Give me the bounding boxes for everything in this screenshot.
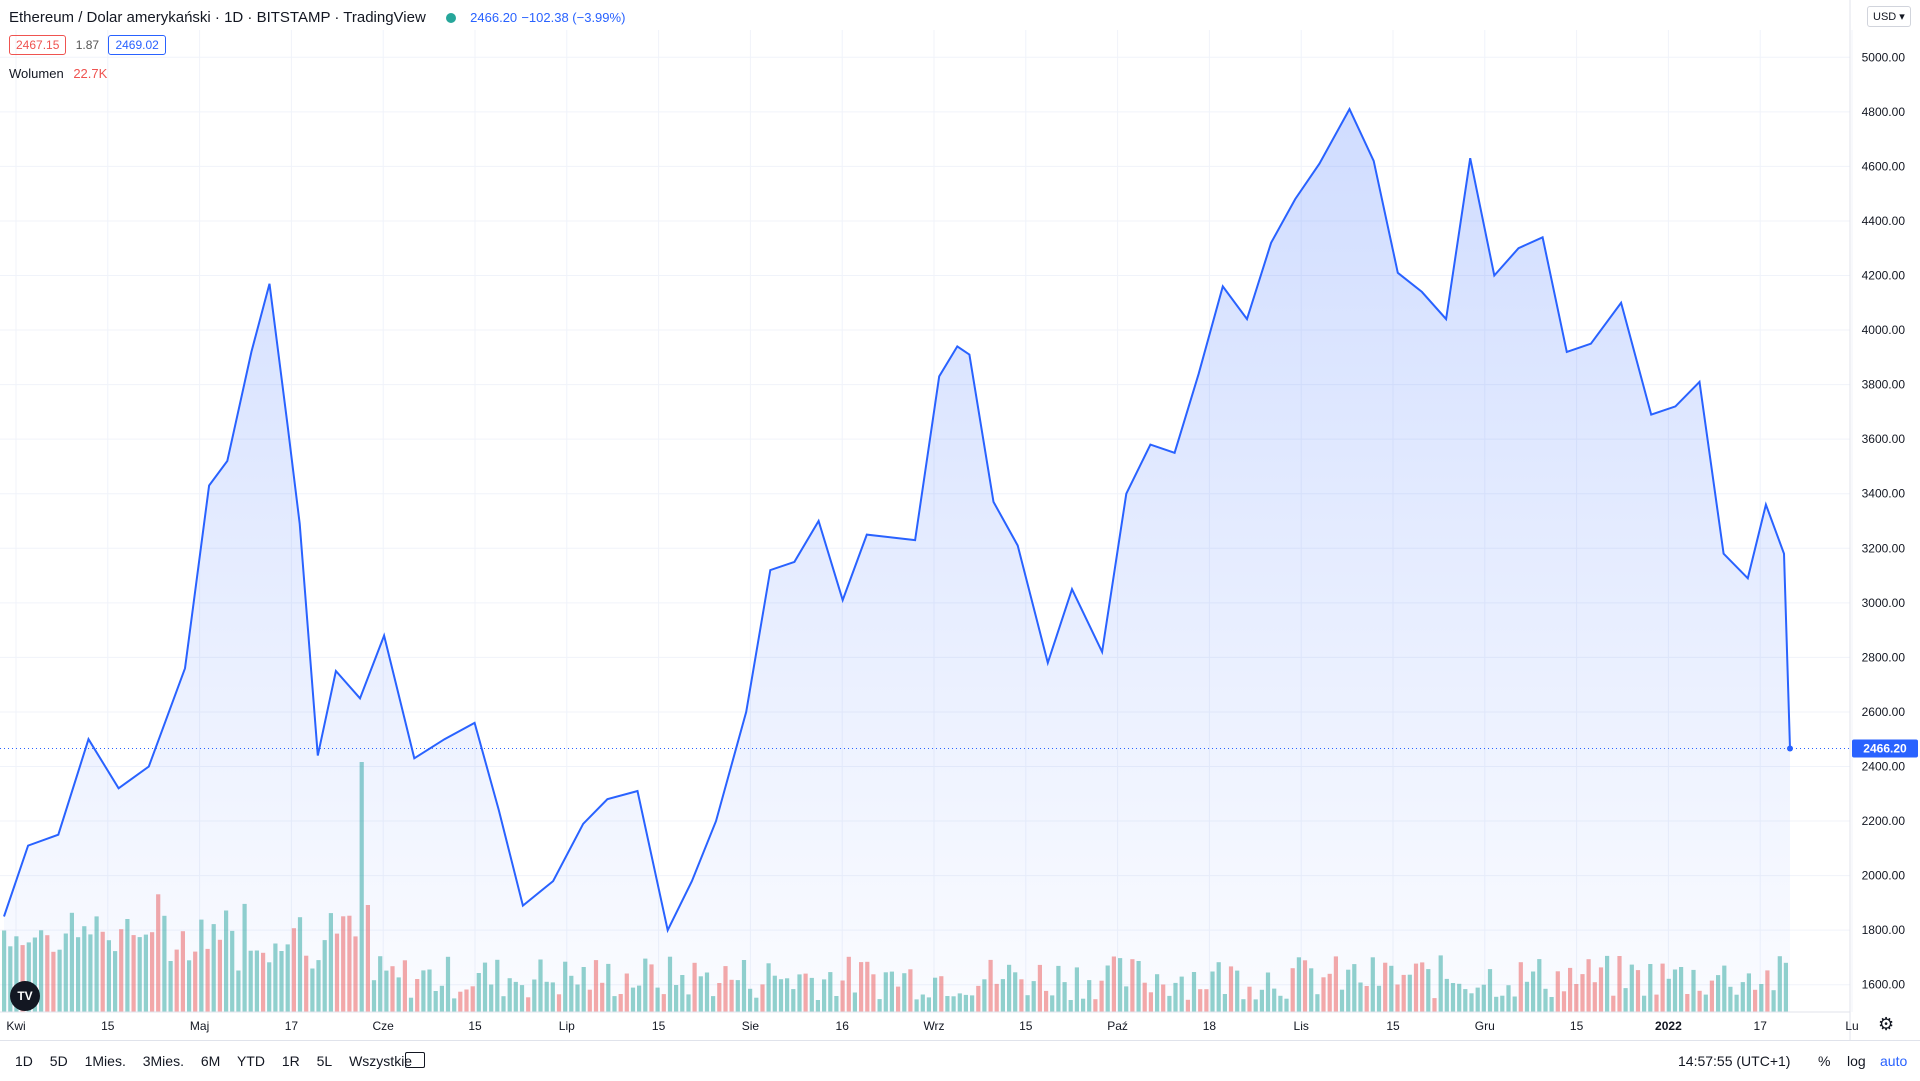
x-tick-label: Wrz <box>923 1019 944 1033</box>
log-toggle[interactable]: log <box>1847 1053 1866 1069</box>
y-tick-label: 3200.00 <box>1862 541 1906 555</box>
x-tick-label: Lip <box>559 1019 575 1033</box>
clock-time[interactable]: 14:57:55 (UTC+1) <box>1678 1053 1791 1069</box>
date-range-selector: 1D 5D 1Mies. 3Mies. 6M YTD 1R 5L Wszystk… <box>15 1053 425 1069</box>
range-5d[interactable]: 5D <box>49 1053 68 1069</box>
spread-value: 1.87 <box>75 38 100 52</box>
y-tick-label: 2800.00 <box>1862 650 1906 664</box>
x-tick-label: 15 <box>1019 1019 1033 1033</box>
last-point-marker <box>1787 745 1793 752</box>
currency-select[interactable]: USD ▾ <box>1867 6 1911 27</box>
y-tick-label: 4400.00 <box>1862 214 1906 228</box>
x-tick-label: Paź <box>1107 1019 1128 1033</box>
range-6m[interactable]: 6M <box>200 1053 221 1069</box>
x-tick-label: 15 <box>1570 1019 1584 1033</box>
y-tick-label: 2200.00 <box>1862 814 1906 828</box>
y-tick-label: 3800.00 <box>1862 378 1906 392</box>
y-tick-label: 1600.00 <box>1862 978 1906 992</box>
x-tick-label: 18 <box>1203 1019 1217 1033</box>
market-open-icon <box>445 13 456 24</box>
y-tick-label: 3400.00 <box>1862 487 1906 501</box>
ask-price[interactable]: 2469.02 <box>108 35 166 55</box>
x-tick-label: 17 <box>1754 1019 1768 1033</box>
x-tick-label: 15 <box>1386 1019 1400 1033</box>
bid-ask: 2467.15 1.87 2469.02 <box>9 35 166 55</box>
x-tick-label: 15 <box>468 1019 482 1033</box>
x-tick-label: Gru <box>1475 1019 1495 1033</box>
x-tick-label: Kwi <box>6 1019 25 1033</box>
x-tick-label: 2022 <box>1655 1019 1682 1033</box>
range-5y[interactable]: 5L <box>316 1053 333 1069</box>
y-tick-label: 4600.00 <box>1862 159 1906 173</box>
range-all[interactable]: Wszystkie <box>349 1053 413 1069</box>
y-tick-label: 4000.00 <box>1862 323 1906 337</box>
x-tick-label: Sie <box>742 1019 760 1033</box>
percent-toggle[interactable]: % <box>1818 1053 1831 1069</box>
y-tick-label: 4200.00 <box>1862 269 1906 283</box>
auto-scale-toggle[interactable]: auto <box>1880 1053 1908 1069</box>
y-tick-label: 3600.00 <box>1862 432 1906 446</box>
x-tick-label: 16 <box>836 1019 850 1033</box>
price-change-text: −102.38 (−3.99%) <box>521 10 626 25</box>
last-price-badge <box>1852 739 1918 758</box>
x-tick-label: Lis <box>1294 1019 1309 1033</box>
go-to-date-icon[interactable] <box>405 1052 425 1068</box>
y-tick-label: 2600.00 <box>1862 705 1906 719</box>
y-tick-label: 4800.00 <box>1862 105 1906 119</box>
price-line <box>3 106 1791 934</box>
x-tick-label: 17 <box>285 1019 299 1033</box>
range-1d[interactable]: 1D <box>15 1053 33 1069</box>
chevron-down-icon: ▾ <box>1899 11 1905 23</box>
x-tick-label: 15 <box>652 1019 666 1033</box>
bottom-toolbar: 1D 5D 1Mies. 3Mies. 6M YTD 1R 5L Wszystk… <box>0 1040 1920 1081</box>
range-1m[interactable]: 1Mies. <box>84 1053 126 1069</box>
price-axis[interactable]: 5000.00 4800.00 4600.00 4400.00 4200.00 4000.… <box>1849 0 1906 1040</box>
volume-legend: Wolumen 22.7K <box>9 66 107 81</box>
range-ytd[interactable]: YTD <box>236 1053 265 1069</box>
time-axis[interactable]: Kwi 15 Maj 17 Cze 15 Lip 15 Sie 16 Wrz 15 Paź 18 Lis 15… <box>0 1011 1859 1033</box>
volume-value: 22.7K <box>73 66 108 81</box>
y-tick-label: 2000.00 <box>1862 869 1906 883</box>
bid-price[interactable]: 2467.15 <box>9 35 67 55</box>
last-price-badge-text: 2466.20 <box>1863 741 1907 755</box>
range-3m[interactable]: 3Mies. <box>142 1053 184 1069</box>
gear-icon[interactable]: ⚙ <box>1878 1014 1895 1034</box>
tradingview-logo[interactable]: TV <box>10 981 40 1011</box>
y-tick-label: 1800.00 <box>1862 923 1906 937</box>
x-tick-label: Maj <box>190 1019 209 1033</box>
last-price-text: 2466.20 <box>470 10 518 25</box>
x-tick-label: 15 <box>101 1019 115 1033</box>
y-tick-label: 3000.00 <box>1862 596 1906 610</box>
symbol-title: Ethereum / Dolar amerykański · 1D · BITS… <box>9 9 426 26</box>
range-1y[interactable]: 1R <box>281 1053 300 1069</box>
price-area-fill <box>4 109 1790 1013</box>
last-price-label: 2466.20 <box>1852 739 1918 758</box>
y-tick-label: 5000.00 <box>1862 50 1906 64</box>
chart-legend: Ethereum / Dolar amerykański · 1D · BITS… <box>9 9 625 26</box>
currency-label: USD <box>1873 11 1897 23</box>
volume-label: Wolumen <box>9 66 64 81</box>
x-tick-label: Cze <box>373 1019 395 1033</box>
y-tick-label: 2400.00 <box>1862 760 1906 774</box>
x-tick-label: Lu <box>1845 1019 1858 1033</box>
